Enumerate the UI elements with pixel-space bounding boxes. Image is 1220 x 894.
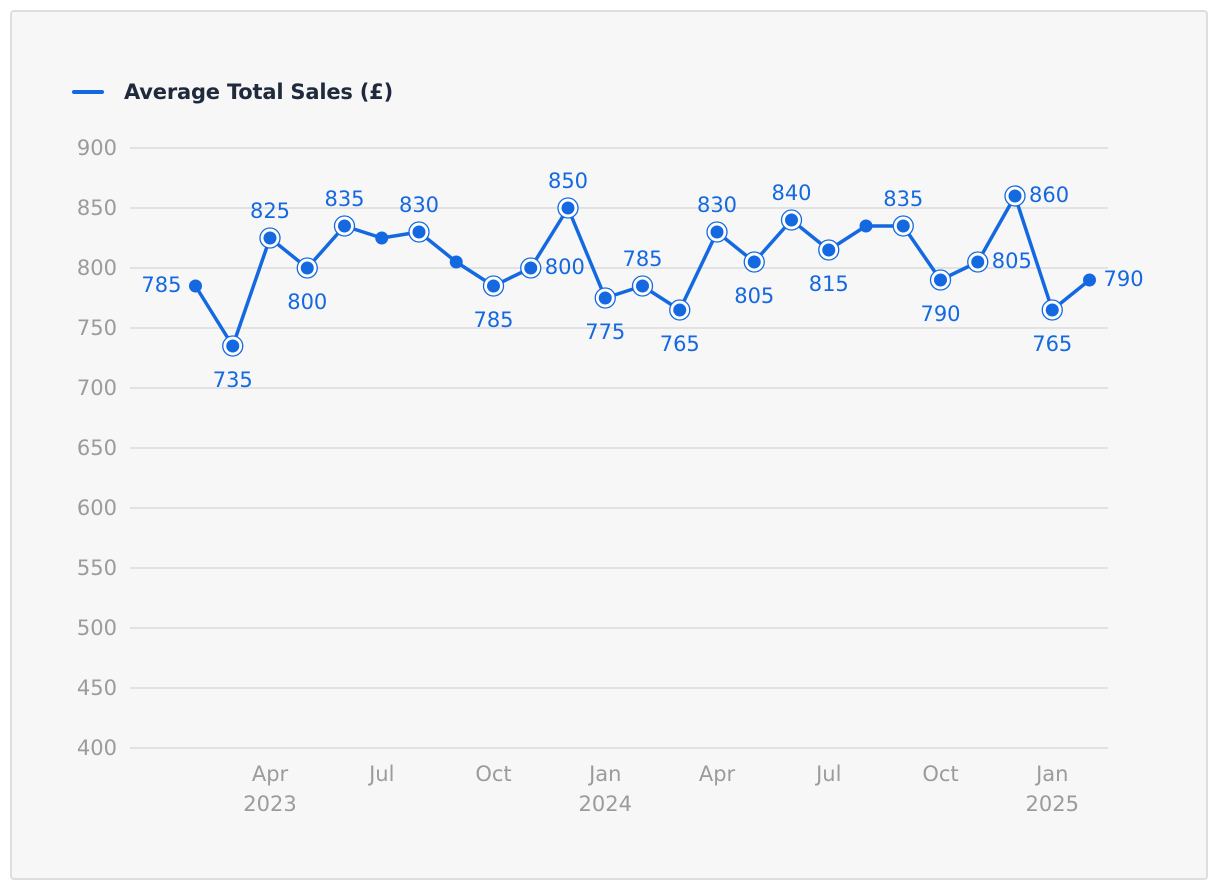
data-point: [822, 243, 836, 257]
x-tick-label: Oct: [475, 762, 511, 786]
data-point: [859, 219, 873, 233]
data-point: [1083, 273, 1096, 287]
y-tick-label: 850: [77, 196, 117, 220]
data-label: 815: [809, 272, 849, 296]
data-label: 765: [660, 332, 700, 356]
y-axis-ticks: 900 850 800 750 700 650 600 550 500 450 400: [77, 136, 117, 760]
y-tick-label: 900: [77, 136, 117, 160]
x-tick-label: Jul: [367, 762, 394, 786]
y-tick-label: 700: [77, 376, 117, 400]
y-tick-label: 450: [77, 676, 117, 700]
x-tick-label: Jul: [814, 762, 841, 786]
y-tick-label: 650: [77, 436, 117, 460]
y-tick-label: 800: [77, 256, 117, 280]
data-point: [785, 213, 798, 227]
data-label: 840: [771, 181, 811, 205]
data-label: 800: [545, 255, 585, 279]
data-label: 790: [1104, 267, 1144, 291]
data-label: 785: [622, 247, 662, 271]
data-point: [412, 225, 426, 239]
data-label: 805: [734, 284, 774, 308]
data-point: [300, 261, 314, 275]
data-point: [710, 225, 724, 239]
data-label: 835: [883, 187, 923, 211]
chart-card: [10, 10, 1208, 880]
data-point: [338, 219, 351, 233]
series-points: [189, 185, 1096, 357]
data-label: 785: [473, 308, 513, 332]
x-tick-label: Jan: [587, 762, 621, 786]
data-point: [487, 279, 500, 293]
data-point: [1045, 303, 1059, 317]
y-tick-label: 750: [77, 316, 117, 340]
data-point: [673, 303, 687, 317]
chart-legend: Average Total Sales (£): [72, 78, 393, 106]
data-point: [896, 219, 910, 233]
data-point: [375, 231, 389, 245]
data-point: [598, 291, 612, 305]
y-tick-label: 400: [77, 736, 117, 760]
data-point: [226, 339, 240, 353]
grid-lines: [130, 147, 1108, 749]
y-tick-label: 550: [77, 556, 117, 580]
data-label: 790: [920, 302, 960, 326]
data-label: 835: [324, 187, 364, 211]
data-label: 825: [250, 199, 290, 223]
x-tick-label: Apr: [699, 762, 736, 786]
data-point: [524, 261, 538, 275]
data-label: 735: [213, 368, 253, 392]
data-point: [1008, 189, 1022, 203]
x-tick-year: 2023: [243, 792, 296, 816]
data-point: [747, 255, 761, 269]
data-point: [263, 231, 277, 245]
data-label: 800: [287, 290, 327, 314]
data-point: [934, 273, 947, 287]
legend-line-swatch: [72, 90, 104, 94]
y-tick-label: 500: [77, 616, 117, 640]
x-tick-label: Oct: [922, 762, 958, 786]
data-labels: 785 735 825 800 835 830 785 800 850 775 785 765 830 8…: [141, 169, 1143, 392]
x-tick-year: 2024: [579, 792, 632, 816]
data-label: 805: [992, 249, 1032, 273]
x-tick-label: Jan: [1034, 762, 1068, 786]
x-tick-year: 2025: [1026, 792, 1079, 816]
data-point: [561, 201, 575, 215]
data-label: 830: [399, 193, 439, 217]
data-label: 850: [548, 169, 588, 193]
x-tick-label: Apr: [252, 762, 289, 786]
y-tick-label: 600: [77, 496, 117, 520]
data-point: [189, 279, 202, 293]
x-axis-ticks: Apr 2023 Jul Oct Jan 2024 Apr Jul Oct Jan 2025: [243, 762, 1079, 816]
data-point: [636, 279, 649, 293]
data-point: [971, 255, 985, 269]
data-label: 860: [1029, 183, 1069, 207]
data-label: 830: [697, 193, 737, 217]
data-label: 775: [585, 320, 625, 344]
data-label: 785: [141, 273, 181, 297]
data-label: 765: [1032, 332, 1072, 356]
data-point: [449, 255, 463, 269]
legend-label: Average Total Sales (£): [124, 80, 393, 104]
